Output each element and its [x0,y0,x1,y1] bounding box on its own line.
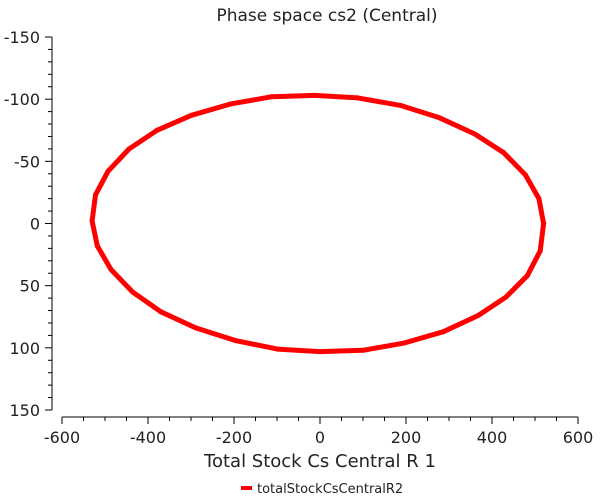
data-point [188,112,194,118]
x-tick-label: -600 [44,428,80,447]
data-point [274,346,280,352]
data-point [154,127,160,133]
data-point [402,340,408,346]
x-axis-label: Total Stock Cs Central R 1 [203,451,436,472]
x-ticks: -600 -400 -200 0 200 400 600 [44,417,593,447]
data-point [536,196,542,202]
data-point [475,313,481,318]
data-point [193,325,199,331]
y-tick-label: 50 [20,277,40,296]
data-point [312,92,318,98]
data-point [317,349,323,355]
y-tick-label: 100 [9,339,40,358]
data-point [355,95,361,101]
data-point [130,289,135,295]
legend-label: totalStockCsCentralR2 [257,482,403,497]
x-tick-label: -400 [130,428,166,447]
y-tick-label: -100 [4,90,40,109]
y-tick-label: 0 [30,215,40,234]
data-point [503,294,509,300]
x-tick-label: 600 [563,428,594,447]
data-point [501,150,507,156]
data-point [93,192,98,198]
data-point [89,218,95,224]
data-point [232,337,238,343]
x-tick-label: 400 [477,428,508,447]
data-point [227,101,233,107]
data-point [108,267,114,272]
data-point [158,309,164,315]
data-point [524,273,530,279]
x-tick-label: 200 [391,428,422,447]
x-tick-label: -200 [216,428,252,447]
data-point [105,168,111,174]
data-point [440,329,446,335]
data-point [472,131,478,137]
y-tick-label: -50 [14,152,40,171]
data-point [94,243,100,249]
data-point [437,115,442,121]
data-point [397,102,403,108]
y-ticks: 150 100 50 0 -50 -100 -150 [4,28,52,420]
plot-area [89,92,547,355]
y-tick-label: 150 [9,401,40,420]
y-tick-label: -150 [4,28,40,47]
data-point [126,146,132,152]
chart-title: Phase space cs2 (Central) [216,6,437,26]
data-point [360,347,366,353]
data-point [537,248,543,254]
x-tick-label: 0 [315,428,325,447]
legend: totalStockCsCentralR2 [241,482,403,497]
data-point [541,221,547,226]
data-point [269,94,275,100]
data-point [523,172,528,178]
